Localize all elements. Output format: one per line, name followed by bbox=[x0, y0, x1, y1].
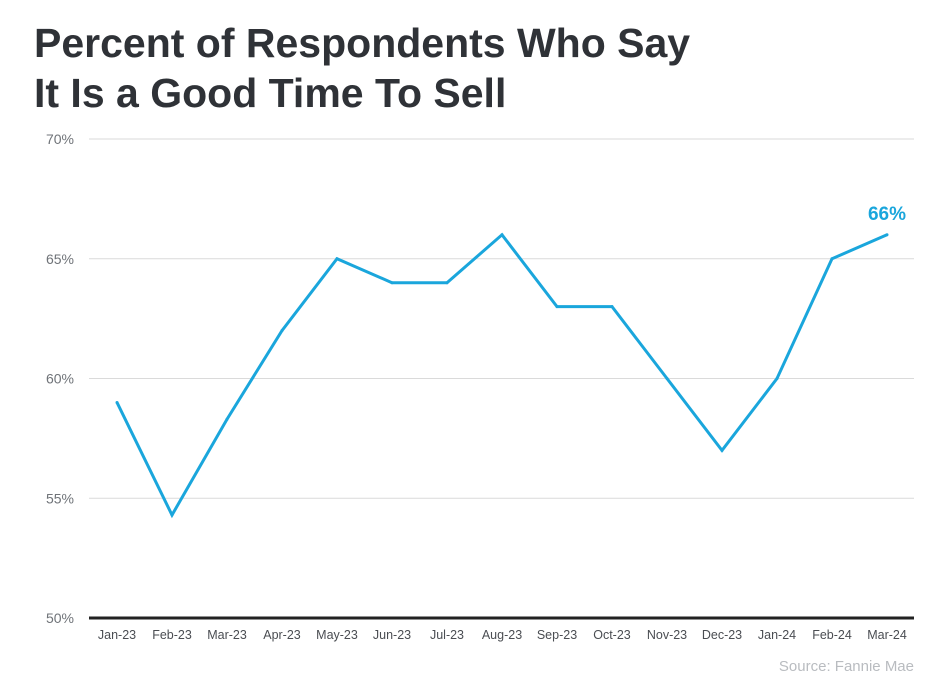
x-tick-label-Jul-23: Jul-23 bbox=[430, 628, 464, 642]
chart-title-line-1: Percent of Respondents Who Say bbox=[34, 20, 691, 66]
x-tick-label-Jan-23: Jan-23 bbox=[98, 628, 136, 642]
x-tick-label-Apr-23: Apr-23 bbox=[263, 628, 301, 642]
data-point-Oct-23 bbox=[610, 305, 614, 309]
data-point-Feb-24 bbox=[830, 257, 834, 261]
x-tick-label-Feb-23: Feb-23 bbox=[152, 628, 192, 642]
y-tick-label-60: 60% bbox=[46, 371, 74, 387]
x-tick-label-Dec-23: Dec-23 bbox=[702, 628, 742, 642]
chart-title-line-2: It Is a Good Time To Sell bbox=[34, 70, 507, 116]
data-point-Jan-23 bbox=[115, 400, 119, 404]
annotations: 66% bbox=[868, 204, 906, 225]
x-tick-label-Nov-23: Nov-23 bbox=[647, 628, 687, 642]
x-axis-tick-labels: Jan-23 Feb-23 Mar-23 Apr-23 May-23 Jun-23 Jul-… bbox=[98, 628, 907, 642]
x-tick-label-Mar-23: Mar-23 bbox=[207, 628, 247, 642]
series-layer bbox=[115, 232, 889, 519]
data-label-Mar-24: 66% bbox=[868, 204, 906, 225]
source-note: Source: Fannie Mae bbox=[778, 658, 914, 675]
data-point-Nov-23 bbox=[665, 377, 669, 380]
y-tick-label-65: 65% bbox=[46, 251, 74, 267]
x-tick-label-Jan-24: Jan-24 bbox=[758, 628, 796, 642]
data-point-Jul-23 bbox=[445, 281, 449, 285]
data-point-Mar-23 bbox=[225, 417, 229, 421]
data-point-May-23 bbox=[335, 257, 339, 261]
x-tick-label-Mar-24: Mar-24 bbox=[867, 628, 907, 642]
data-point-Jan-24 bbox=[775, 377, 779, 380]
data-point-Mar-24 bbox=[885, 233, 889, 237]
x-tick-label-Sep-23: Sep-23 bbox=[537, 628, 577, 642]
x-tick-label-Jun-23: Jun-23 bbox=[373, 628, 411, 642]
y-tick-label-55: 55% bbox=[46, 490, 74, 506]
y-axis-tick-labels: 50% 55% 60% 65% 70% bbox=[46, 131, 74, 626]
data-point-Apr-23 bbox=[280, 329, 284, 333]
data-point-Aug-23 bbox=[500, 233, 504, 237]
data-point-Jun-23 bbox=[390, 281, 394, 285]
y-tick-label-50: 50% bbox=[46, 610, 74, 626]
gridlines bbox=[89, 138, 914, 620]
x-tick-label-Feb-24: Feb-24 bbox=[812, 628, 852, 642]
data-point-Sep-23 bbox=[555, 305, 559, 309]
data-point-Feb-23 bbox=[170, 513, 174, 517]
data-point-Dec-23 bbox=[720, 448, 724, 452]
series-line-0 bbox=[115, 232, 888, 519]
x-tick-label-Aug-23: Aug-23 bbox=[482, 628, 522, 642]
chart-title: Percent of Respondents Who Say It Is a G… bbox=[34, 18, 690, 118]
x-tick-label-May-23: May-23 bbox=[316, 628, 358, 642]
x-tick-label-Oct-23: Oct-23 bbox=[593, 628, 631, 642]
y-tick-label-70: 70% bbox=[46, 131, 74, 147]
